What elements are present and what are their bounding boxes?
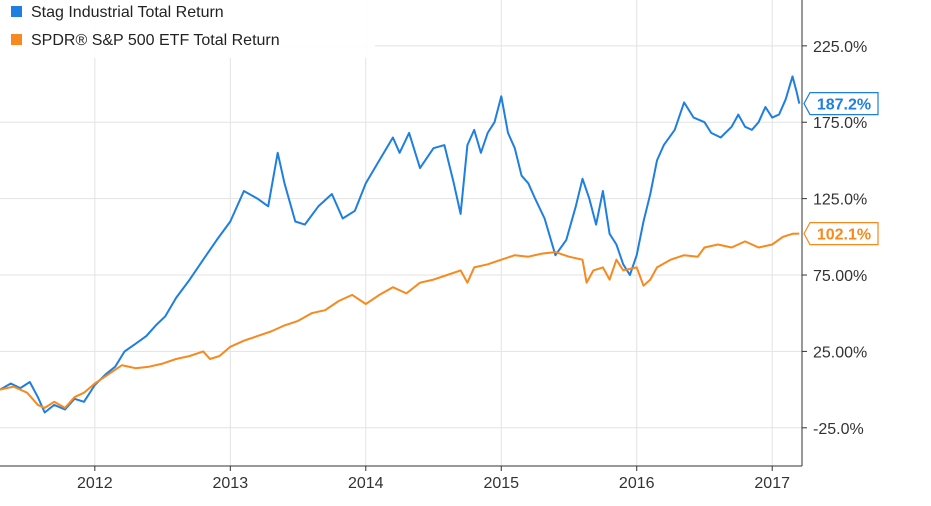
callout-value: 187.2% xyxy=(817,97,871,114)
callout-box xyxy=(803,222,879,246)
y-tick-label: 175.0% xyxy=(813,115,867,132)
legend-swatch-spy xyxy=(11,34,22,45)
y-tick-label: -25.0% xyxy=(813,421,864,438)
x-tick-label: 2015 xyxy=(483,475,519,492)
legend: Stag Industrial Total Return SPDR® S&P 5… xyxy=(0,0,375,58)
y-tick-label: 225.0% xyxy=(813,39,867,56)
series-lines xyxy=(0,75,801,414)
callout-stag: 187.2% xyxy=(803,91,879,116)
series-line-stag xyxy=(0,75,801,414)
y-tick-label: 75.00% xyxy=(813,268,867,285)
y-tick-label: 125.0% xyxy=(813,192,867,209)
legend-label-spy: SPDR® S&P 500 ETF Total Return xyxy=(31,32,280,49)
series-line-spy xyxy=(0,232,800,409)
x-tick-label: 2017 xyxy=(754,475,790,492)
x-tick-labels: 2012 2013 2014 2015 2016 2017 xyxy=(77,466,790,492)
callout-value: 102.1% xyxy=(817,227,871,244)
x-tick-label: 2016 xyxy=(619,475,655,492)
legend-swatch-stag xyxy=(11,6,22,17)
y-tick-labels: -25.0% 25.00% 75.00% 125.0% 175.0% 225.0% xyxy=(802,39,867,438)
callout-box xyxy=(803,91,879,116)
axes xyxy=(0,0,803,467)
end-value-callouts: 187.2% 102.1% xyxy=(803,91,879,246)
legend-background xyxy=(0,0,375,58)
x-tick-label: 2014 xyxy=(348,475,384,492)
legend-label-stag: Stag Industrial Total Return xyxy=(31,4,224,21)
y-tick-label: 25.00% xyxy=(813,344,867,361)
callout-spy: 102.1% xyxy=(803,222,879,246)
x-tick-label: 2012 xyxy=(77,475,113,492)
x-tick-label: 2013 xyxy=(213,475,249,492)
